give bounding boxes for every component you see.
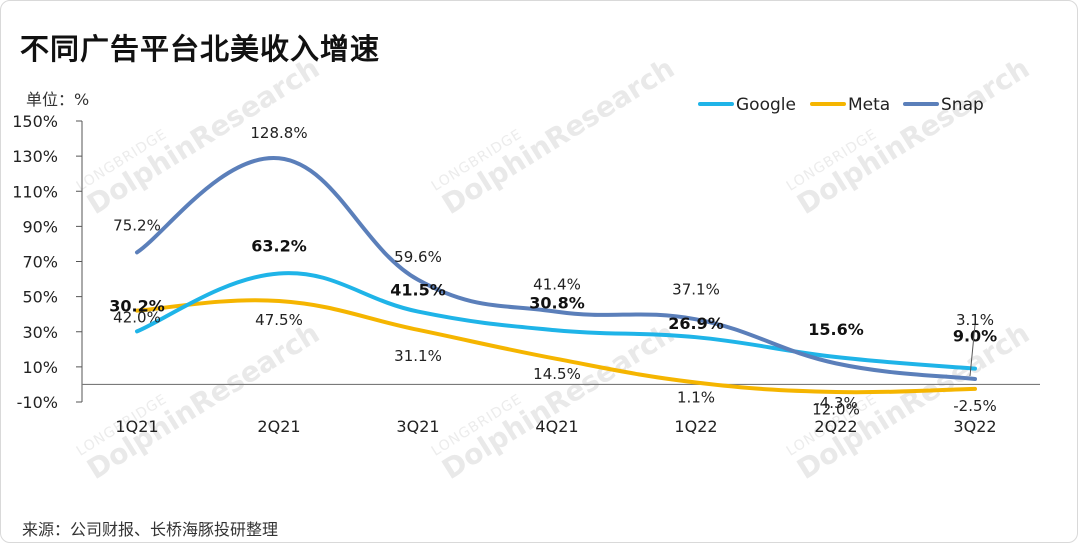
watermark-brand-text: DolphinResearch xyxy=(81,316,325,485)
data-label-google: 30.2% xyxy=(109,296,165,315)
data-label-snap: 59.6% xyxy=(394,248,442,266)
data-label-meta: 47.5% xyxy=(255,311,303,329)
y-tick-label: 110% xyxy=(12,182,58,201)
data-label-meta: 42.0% xyxy=(113,309,161,327)
legend-label-snap: Snap xyxy=(941,95,984,115)
y-tick-label: 150% xyxy=(12,112,58,131)
x-tick-label: 1Q22 xyxy=(674,417,717,436)
y-tick-label: 90% xyxy=(22,217,58,236)
data-label-google: 15.6% xyxy=(808,320,864,339)
data-label-google: 26.9% xyxy=(668,314,724,333)
data-label-meta: 14.5% xyxy=(533,365,581,383)
x-tick-label: 1Q21 xyxy=(115,417,158,436)
x-tick-label: 4Q21 xyxy=(535,417,578,436)
data-label-snap: 3.1% xyxy=(956,311,994,329)
y-tick-label: 30% xyxy=(22,323,58,342)
data-label-google: 30.8% xyxy=(529,293,585,312)
y-tick-label: 130% xyxy=(12,147,58,166)
series-line-google xyxy=(135,271,977,371)
series-line-meta xyxy=(135,298,977,395)
watermark-brand-text: DolphinResearch xyxy=(436,51,680,220)
legend-label-google: Google xyxy=(736,95,796,115)
x-tick-label: 3Q21 xyxy=(396,417,439,436)
watermark-brand-text: DolphinResearch xyxy=(791,51,1035,220)
source-note: 来源：公司财报、长桥海豚投研整理 xyxy=(22,520,279,539)
data-label-meta: -4.3% xyxy=(814,394,858,412)
data-label-meta: -2.5% xyxy=(953,397,997,415)
y-tick-label: 50% xyxy=(22,288,58,307)
data-label-snap: 75.2% xyxy=(113,216,161,234)
data-label-meta: 31.1% xyxy=(394,347,442,365)
data-label-google: 41.5% xyxy=(390,281,446,300)
x-tick-label: 3Q22 xyxy=(953,417,996,436)
data-label-snap: 12.0% xyxy=(812,400,860,418)
unit-label: 单位：% xyxy=(26,90,90,109)
data-label-google: 9.0% xyxy=(953,327,997,346)
x-tick-label: 2Q21 xyxy=(257,417,300,436)
series-line-snap xyxy=(135,156,977,381)
data-label-snap: 37.1% xyxy=(672,280,720,298)
y-tick-label: 70% xyxy=(22,253,58,272)
x-tick-label: 2Q22 xyxy=(814,417,857,436)
data-label-snap: 128.8% xyxy=(250,124,307,142)
leader-line xyxy=(969,324,976,377)
chart-title: 不同广告平台北美收入增速 xyxy=(20,32,381,66)
data-label-google: 63.2% xyxy=(251,236,307,255)
y-tick-label: 10% xyxy=(22,358,58,377)
y-tick-label: -10% xyxy=(17,393,58,412)
data-label-meta: 1.1% xyxy=(677,389,715,407)
legend-label-meta: Meta xyxy=(848,95,890,115)
data-label-snap: 41.4% xyxy=(533,276,581,294)
